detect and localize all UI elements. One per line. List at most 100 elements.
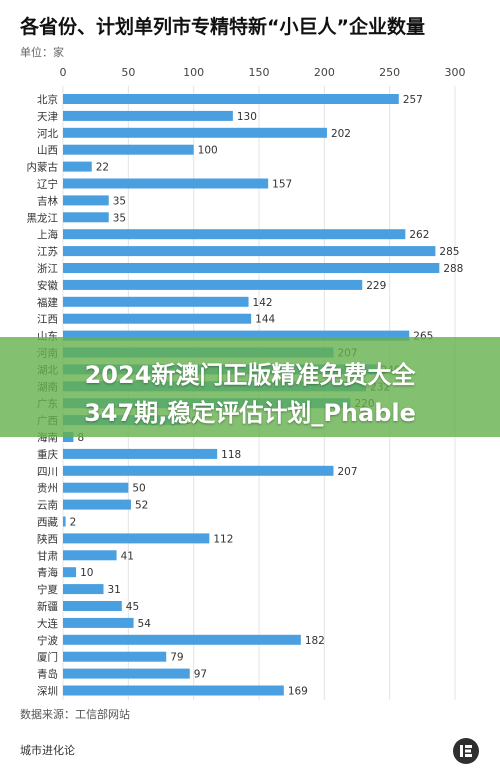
bar [63,685,284,696]
value-label: 45 [126,601,139,613]
category-label: 青海 [37,566,58,579]
value-label: 35 [113,195,126,207]
source-note: 数据来源：工信部网站 [20,708,130,721]
bar [63,567,77,578]
category-label: 浙江 [37,263,58,275]
category-label: 重庆 [37,448,58,461]
value-label: 229 [366,280,386,292]
category-label: 福建 [37,296,58,309]
category-label: 陕西 [37,532,58,545]
bar [63,617,134,628]
value-label: 2 [70,517,77,529]
brand-name: 城市进化论 [20,744,75,757]
category-label: 吉林 [37,194,58,207]
bar [63,263,440,273]
bar [63,668,190,679]
overlay-banner: 2024新澳门正版精准免费大全 347期,稳定评估计划_Phable [0,337,500,437]
value-label: 207 [337,466,357,478]
category-label: 内蒙古 [27,161,59,174]
category-label: 甘肃 [37,549,58,562]
bar [63,313,252,324]
bar [63,482,129,493]
value-label: 202 [331,128,351,140]
bar [63,634,301,645]
bar [63,212,109,223]
bar [63,195,109,206]
bar [63,229,406,240]
category-label: 江苏 [37,245,58,258]
x-tick-label: 300 [445,66,466,79]
bar [63,533,210,544]
value-label: 22 [96,162,109,174]
category-label: 宁波 [37,634,58,647]
x-tick-label: 50 [121,66,135,79]
category-label: 深圳 [37,686,58,698]
value-label: 35 [113,212,126,224]
value-label: 54 [138,618,152,630]
brand-logo-icon [453,738,479,764]
value-label: 112 [213,533,233,545]
value-label: 41 [121,550,134,562]
value-label: 182 [305,635,325,647]
bar [63,550,117,561]
value-label: 79 [170,652,183,664]
x-tick-label: 250 [379,66,400,79]
value-label: 285 [439,246,459,258]
bar [63,296,249,307]
bar [63,465,334,476]
category-label: 青岛 [37,668,58,681]
bar [63,651,167,662]
category-label: 天津 [37,111,58,123]
bar [63,110,233,121]
x-tick-label: 0 [60,66,67,79]
category-label: 山西 [37,145,58,157]
value-label: 8 [77,432,84,444]
category-label: 北京 [37,93,58,106]
bar [63,279,363,290]
value-label: 52 [135,500,148,512]
bar [63,144,194,155]
category-label: 四川 [37,466,58,478]
bar [63,448,218,459]
category-label: 上海 [37,228,58,241]
x-tick-label: 200 [314,66,335,79]
bar [63,161,92,172]
category-label: 辽宁 [37,178,58,191]
chart-title: 各省份、计划单列市专精特新“小巨人”企业数量 [20,16,425,38]
bar [63,584,104,595]
value-label: 169 [288,686,308,698]
bar [63,330,410,341]
value-label: 144 [255,314,275,326]
x-axis-ticks: 0 50 100 150 200 250 300 [60,66,466,79]
value-label: 10 [80,567,93,579]
category-label: 贵州 [37,482,58,495]
bar [63,499,131,510]
bar [63,432,74,442]
x-tick-label: 100 [183,66,204,79]
bar [63,601,122,611]
category-label: 黑龙江 [27,211,59,224]
value-label: 262 [409,229,429,241]
value-label: 100 [198,145,218,157]
value-label: 257 [403,94,423,106]
category-label: 西藏 [37,517,58,529]
bar [63,94,399,104]
value-label: 157 [272,179,292,191]
bar [63,516,66,527]
bar [63,246,436,257]
category-label: 安徽 [37,279,58,292]
category-label: 大连 [37,617,58,630]
bar [63,178,269,189]
value-label: 31 [108,584,121,596]
value-label: 50 [132,483,145,495]
value-label: 97 [194,669,207,681]
category-label: 河北 [37,128,58,140]
bar [63,127,327,138]
category-label: 江西 [37,314,58,326]
value-label: 288 [443,263,463,275]
value-label: 118 [221,449,241,461]
unit-label: 单位：家 [20,46,64,59]
value-label: 142 [253,297,273,309]
category-label: 宁夏 [37,583,58,596]
banner-line-2: 347期,稳定评估计划_Phable [84,399,416,427]
